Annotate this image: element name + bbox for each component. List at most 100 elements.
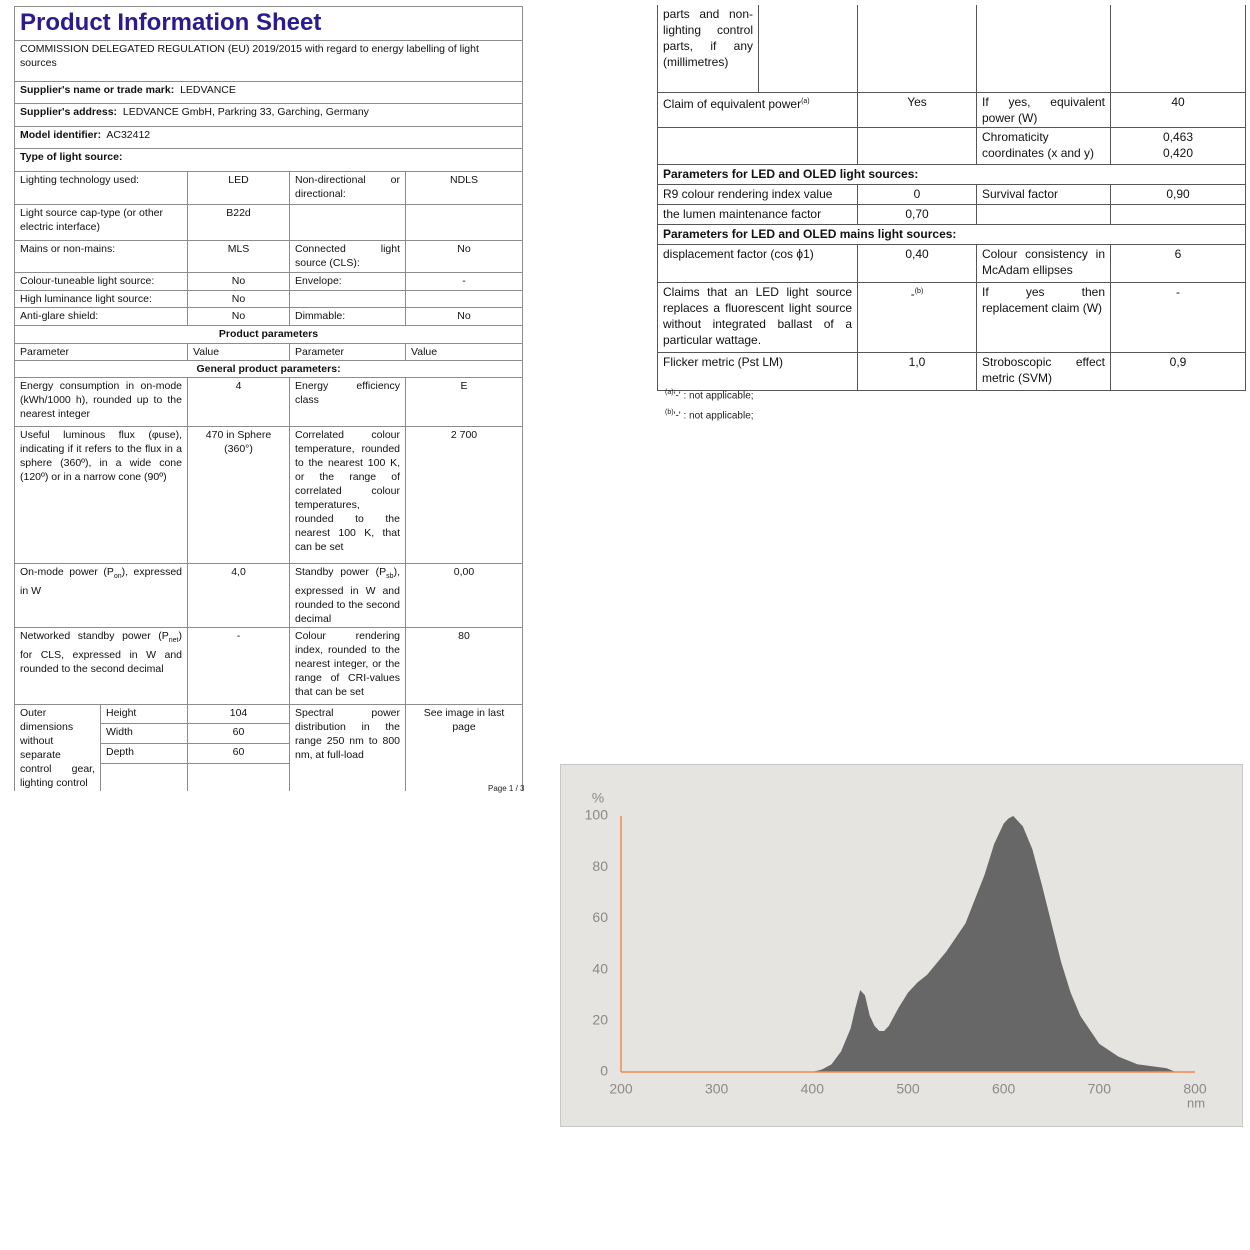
text-segment: (b): [914, 287, 924, 295]
table-row: Outer dimensions without separate contro…: [14, 704, 524, 792]
table-cell: 6: [1110, 243, 1246, 283]
table-cell: Parameter: [289, 343, 406, 361]
table-row: Networked standby power (Pnet) for CLS, …: [14, 627, 524, 706]
text-segment: ), expressed in W: [20, 566, 183, 598]
text-block: (a)'-' : not applicable;: [665, 389, 754, 401]
table-row: Energy consumption in on-mode (kWh/1000 …: [14, 377, 524, 427]
y-tick-label: 80: [592, 858, 608, 874]
table-cell: [857, 126, 977, 165]
table-row: Product parameters: [13, 325, 524, 344]
table-cell: Anti-glare shield:: [14, 307, 188, 326]
table-row: R9 colour rendering index value 0 Survival…: [657, 183, 1246, 205]
table-cell: Flicker metric (Pst LM): [657, 351, 858, 391]
table-cell: 0,70: [857, 203, 977, 225]
table-cell: Non-directional or directional:: [289, 171, 406, 205]
right-sheet: parts and non-lighting control parts, if…: [657, 5, 1246, 391]
text-segment: '-' : not applicable;: [673, 410, 754, 422]
table-cell: 2 700: [404, 426, 524, 564]
text-segment: -: [910, 286, 915, 301]
x-tick-label: 700: [1088, 1081, 1112, 1097]
table-cell: [1110, 203, 1246, 225]
table-cell: -(b): [857, 281, 977, 353]
table-cell: Useful luminous flux (φuse), indicating …: [14, 426, 188, 564]
table-cell: Height: [100, 704, 188, 725]
text-segment: (a): [801, 97, 810, 105]
table-cell: Model identifier: AC32412: [13, 126, 524, 149]
table-cell: Light source cap-type (or other electric…: [14, 204, 188, 241]
table-cell: No: [187, 272, 290, 291]
table-body: Product Information Sheet COMMISSION DEL…: [13, 6, 524, 792]
table-cell: LED: [187, 171, 290, 205]
text-segment: Standby power (P: [295, 566, 387, 578]
table-row: Useful luminous flux (φuse), indicating …: [14, 426, 524, 564]
table-cell: Colour consistency in McAdam ellipses: [976, 243, 1111, 283]
table-row: Model identifier: AC32412: [13, 126, 524, 149]
text-segment: net: [168, 637, 179, 645]
text-segment: ), expressed in W and rounded to the sec…: [295, 566, 400, 626]
table-cell: Parameters for LED and OLED light source…: [657, 163, 1246, 185]
table-cell: See image in last page: [404, 704, 524, 792]
text-segment: on: [113, 573, 122, 581]
table-row: Claim of equivalent power(a) Yes If yes, e…: [657, 91, 1246, 128]
text-segment: Networked standby power (P: [20, 630, 169, 643]
x-tick-label: 600: [992, 1081, 1016, 1097]
table-cell: 0: [857, 183, 977, 205]
table-row: displacement factor (cos ϕ1) 0,40 Colour c…: [657, 243, 1246, 283]
table-body: parts and non-lighting control parts, if…: [657, 5, 1246, 391]
table-cell: [289, 204, 406, 241]
x-tick-label: 800: [1183, 1081, 1207, 1097]
spectrum-chart: % nm 0 20 40 60 80 100 200 300 400 500 600 700 800: [560, 764, 1243, 1127]
table-cell: On-mode power (Pon), expressed in W: [14, 562, 188, 629]
table-cell: No: [187, 307, 290, 326]
y-tick-label: 20: [592, 1012, 608, 1028]
table-row: Claims that an LED light source replaces…: [657, 281, 1246, 353]
table-row: [15, 762, 523, 792]
x-tick-label: 300: [705, 1081, 729, 1097]
table-cell: [857, 5, 977, 93]
table-cell: Lighting technology used:: [14, 171, 188, 205]
table-cell: B22d: [187, 204, 290, 241]
text-segment: sb: [386, 573, 394, 581]
text-block: Page 1 / 3: [488, 784, 525, 793]
text-segment: '-' : not applicable;: [673, 390, 754, 402]
table-cell: If yes, equivalent power (W): [976, 91, 1111, 128]
table-cell: COMMISSION DELEGATED REGULATION (EU) 201…: [13, 40, 524, 82]
table-cell: Depth: [100, 743, 188, 763]
table-row: Flicker metric (Pst LM) 1,0 Stroboscopic e…: [657, 351, 1246, 391]
table-cell: Parameters for LED and OLED mains light …: [657, 223, 1246, 245]
table-cell: [976, 203, 1111, 225]
table-cell: displacement factor (cos ϕ1): [657, 243, 858, 283]
table-cell: No: [404, 307, 524, 326]
table-row: COMMISSION DELEGATED REGULATION (EU) 201…: [13, 40, 524, 82]
field-label: Model identifier:: [20, 129, 102, 141]
table-cell: NDLS: [404, 171, 524, 205]
table-cell: Energy consumption in on-mode (kWh/1000 …: [14, 377, 188, 427]
table-cell: Connected light source (CLS):: [289, 240, 406, 273]
table-cell: Mains or non-mains:: [14, 240, 188, 273]
table-row: Type of light source:: [13, 148, 524, 172]
table-cell: 1,0: [857, 351, 977, 391]
y-tick-label: 60: [592, 909, 608, 925]
text-segment: ) for CLS, expressed in W and rounded to…: [20, 630, 182, 676]
table-cell: [187, 762, 290, 792]
table-cell: 4,0: [187, 562, 290, 629]
table-cell: Product parameters: [13, 325, 524, 344]
table-cell: -: [187, 627, 290, 706]
table-cell: Spectral power distribution in the range…: [289, 704, 406, 792]
table-cell: [758, 5, 858, 93]
table-row: Parameters for LED and OLED light source…: [657, 163, 1246, 185]
text-segment: (a): [665, 389, 674, 396]
table-cell: 40: [1110, 91, 1246, 128]
table-cell: Width: [100, 723, 188, 745]
table-cell: Standby power (Psb), expressed in W and …: [289, 562, 406, 629]
table-cell: Product Information Sheet: [13, 6, 524, 41]
table-cell: If yes then replacement claim (W): [976, 281, 1111, 353]
table-row: Depth 60: [15, 743, 523, 763]
table-cell: 80: [404, 627, 524, 706]
spectrum-area: [621, 816, 1195, 1072]
field-label: Supplier's name or trade mark:: [20, 84, 175, 96]
table-cell: Correlated colour temperature, rounded t…: [289, 426, 406, 564]
table-cell: E: [404, 377, 524, 427]
text-block: 0,420: [1162, 145, 1194, 160]
table-cell: 104: [187, 704, 290, 725]
